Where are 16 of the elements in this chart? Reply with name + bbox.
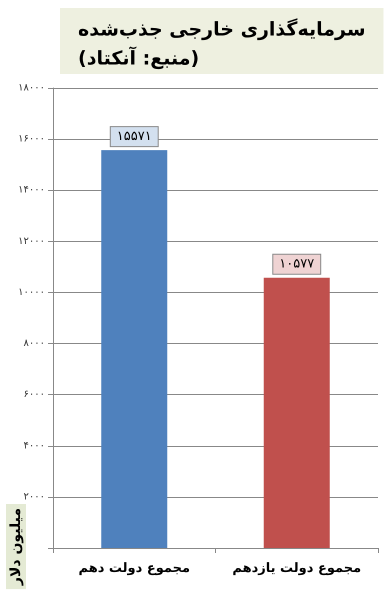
data-label: ۱۰۵۷۷ (279, 256, 314, 272)
y-tick-label: ۱۴۰۰۰ (18, 184, 45, 196)
data-label: ۱۵۵۷۱ (116, 129, 152, 144)
y-tick-label: ۱۸۰۰۰ (18, 82, 45, 94)
y-tick-label: ۱۲۰۰۰ (18, 236, 45, 247)
chart-title: سرمایه‌گذاری خارجی جذب‌شده (78, 18, 366, 40)
y-tick-label: ۱۶۰۰۰ (18, 134, 45, 145)
y-tick-label: ۱۰۰۰۰ (18, 286, 45, 298)
y-tick-label: ۴۰۰۰ (24, 440, 45, 452)
x-tick-label: مجموع دولت یازدهم (232, 561, 362, 576)
y-axis-title: میلیون دلار (8, 508, 24, 586)
x-tick-label: مجموع دولت دهم (78, 561, 190, 576)
y-tick-label: ۶۰۰۰ (24, 389, 45, 400)
y-tick-label: ۲۰۰۰ (24, 491, 45, 502)
y-tick-label: ۸۰۰۰ (24, 338, 45, 350)
chart-subtitle: (منبع: آنکتاد) (78, 46, 200, 70)
